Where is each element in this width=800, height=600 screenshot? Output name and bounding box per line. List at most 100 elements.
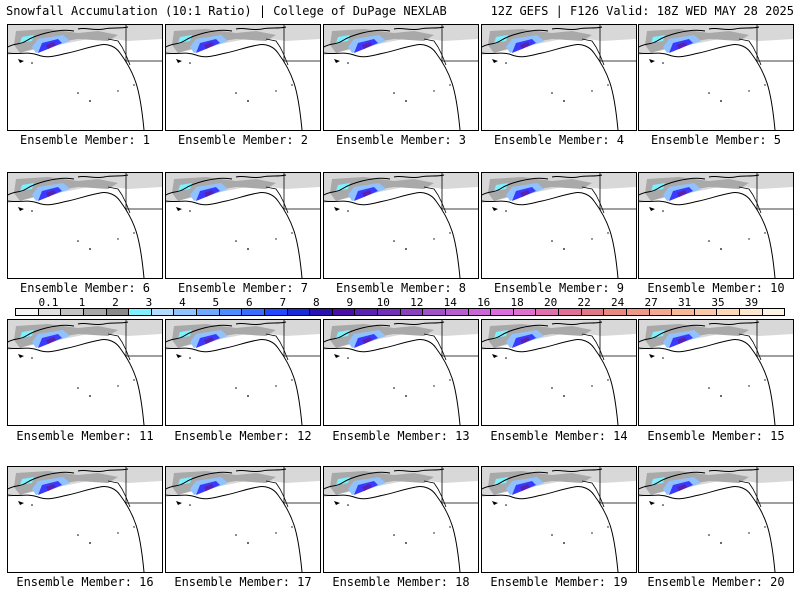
- colorbar-tick-label: 1: [78, 296, 86, 309]
- snowfall-map: [482, 467, 636, 572]
- colorbar-cell: [400, 309, 424, 315]
- colorbar-cell: [332, 309, 356, 315]
- colorbar-cell: [38, 309, 62, 315]
- colorbar-tick-label: 10: [376, 296, 390, 309]
- colorbar-cell: [287, 309, 311, 315]
- colorbar-cell: [61, 309, 84, 315]
- map-panel-17: [165, 466, 321, 573]
- map-panel-1: [7, 24, 163, 131]
- panel-label: Ensemble Member: 20: [647, 575, 785, 589]
- map-panel-10: [638, 172, 794, 279]
- snowfall-map: [8, 320, 162, 425]
- map-panel-6: [7, 172, 163, 279]
- colorbar-cell: [445, 309, 469, 315]
- colorbar-cell: [604, 309, 627, 315]
- colorbar-cell: [242, 309, 265, 315]
- map-panel-3: [323, 24, 479, 131]
- colorbar-cell: [491, 309, 514, 315]
- panel-label: Ensemble Member: 5: [650, 133, 782, 147]
- colorbar-tick-label: 6: [246, 296, 253, 309]
- colorbar-cell: [559, 309, 582, 315]
- map-panel-19: [481, 466, 637, 573]
- snowfall-map: [482, 173, 636, 278]
- colorbar-cell: [717, 309, 740, 315]
- colorbar-tick-label: 7: [279, 296, 287, 309]
- map-panel-20: [638, 466, 794, 573]
- colorbar-cell: [536, 309, 559, 315]
- panel-label: Ensemble Member: 9: [493, 281, 625, 295]
- colorbar-tick-label: 8: [312, 296, 320, 309]
- colorbar-cell: [151, 309, 175, 315]
- colorbar-cell: [423, 309, 446, 315]
- colorbar-tick-label: 16: [477, 296, 491, 309]
- colorbar-tick-labels: 0.1 1 2 3 4 5 6 7 8 9 10 12 14 16 18 20 22 24 27 31 35 39: [15, 296, 785, 309]
- panel-label: Ensemble Member: 6: [19, 281, 151, 295]
- panel-label: Ensemble Member: 10: [647, 281, 785, 295]
- colorbar-tick-label: 14: [443, 296, 457, 309]
- snowfall-map: [639, 320, 793, 425]
- snowfall-map: [324, 320, 478, 425]
- colorbar-cell: [581, 309, 605, 315]
- colorbar-tick-label: 12: [410, 296, 424, 309]
- colorbar-tick-label: 4: [179, 296, 186, 309]
- map-panel-18: [323, 466, 479, 573]
- colorbar-cell: [626, 309, 650, 315]
- map-panel-9: [481, 172, 637, 279]
- panel-label: Ensemble Member: 1: [19, 133, 151, 147]
- colorbar-cell: [197, 309, 220, 315]
- panel-label: Ensemble Member: 17: [174, 575, 312, 589]
- colorbar-cell: [672, 309, 695, 315]
- colorbar: [15, 308, 785, 316]
- panel-label: Ensemble Member: 8: [335, 281, 467, 295]
- snowfall-map: [8, 25, 162, 130]
- colorbar-cell: [83, 309, 107, 315]
- map-panel-11: [7, 319, 163, 426]
- colorbar-cell: [355, 309, 378, 315]
- chart-title: Snowfall Accumulation (10:1 Ratio) | Col…: [6, 4, 447, 18]
- snowfall-map: [166, 25, 320, 130]
- panel-label: Ensemble Member: 13: [332, 429, 470, 443]
- colorbar-cell: [740, 309, 763, 315]
- snowfall-map: [166, 467, 320, 572]
- colorbar-cell: [649, 309, 673, 315]
- map-panel-8: [323, 172, 479, 279]
- panel-label: Ensemble Member: 18: [332, 575, 470, 589]
- colorbar-cell: [378, 309, 401, 315]
- colorbar-cell: [310, 309, 333, 315]
- panel-label: Ensemble Member: 11: [16, 429, 154, 443]
- panel-label: Ensemble Member: 19: [490, 575, 628, 589]
- snowfall-map: [482, 320, 636, 425]
- map-panel-12: [165, 319, 321, 426]
- panel-label: Ensemble Member: 14: [490, 429, 628, 443]
- colorbar-tick-label: 5: [212, 296, 220, 309]
- colorbar-tick-label: 24: [610, 296, 625, 309]
- snowfall-map: [8, 467, 162, 572]
- panel-label: Ensemble Member: 12: [174, 429, 312, 443]
- map-panel-4: [481, 24, 637, 131]
- colorbar-tick-label: 27: [644, 296, 658, 309]
- map-panel-14: [481, 319, 637, 426]
- map-panel-7: [165, 172, 321, 279]
- snowfall-map: [639, 25, 793, 130]
- panel-label: Ensemble Member: 15: [647, 429, 785, 443]
- colorbar-cell: [129, 309, 152, 315]
- colorbar-cell: [264, 309, 288, 315]
- snowfall-map: [166, 173, 320, 278]
- snowfall-map: [166, 320, 320, 425]
- colorbar-tick-label: 20: [544, 296, 558, 309]
- colorbar-cell: [694, 309, 718, 315]
- map-panel-16: [7, 466, 163, 573]
- map-panel-15: [638, 319, 794, 426]
- colorbar-cell: [16, 309, 39, 315]
- map-panel-2: [165, 24, 321, 131]
- colorbar-tick-label: 2: [112, 296, 119, 309]
- colorbar-tick-label: 31: [677, 296, 692, 309]
- snowfall-map: [639, 173, 793, 278]
- snowfall-map: [8, 173, 162, 278]
- colorbar-cell: [762, 309, 785, 315]
- colorbar-cell: [219, 309, 243, 315]
- snowfall-map: [324, 173, 478, 278]
- run-valid-time: 12Z GEFS | F126 Valid: 18Z WED MAY 28 20…: [490, 4, 794, 18]
- snowfall-map: [324, 467, 478, 572]
- panel-label: Ensemble Member: 7: [177, 281, 309, 295]
